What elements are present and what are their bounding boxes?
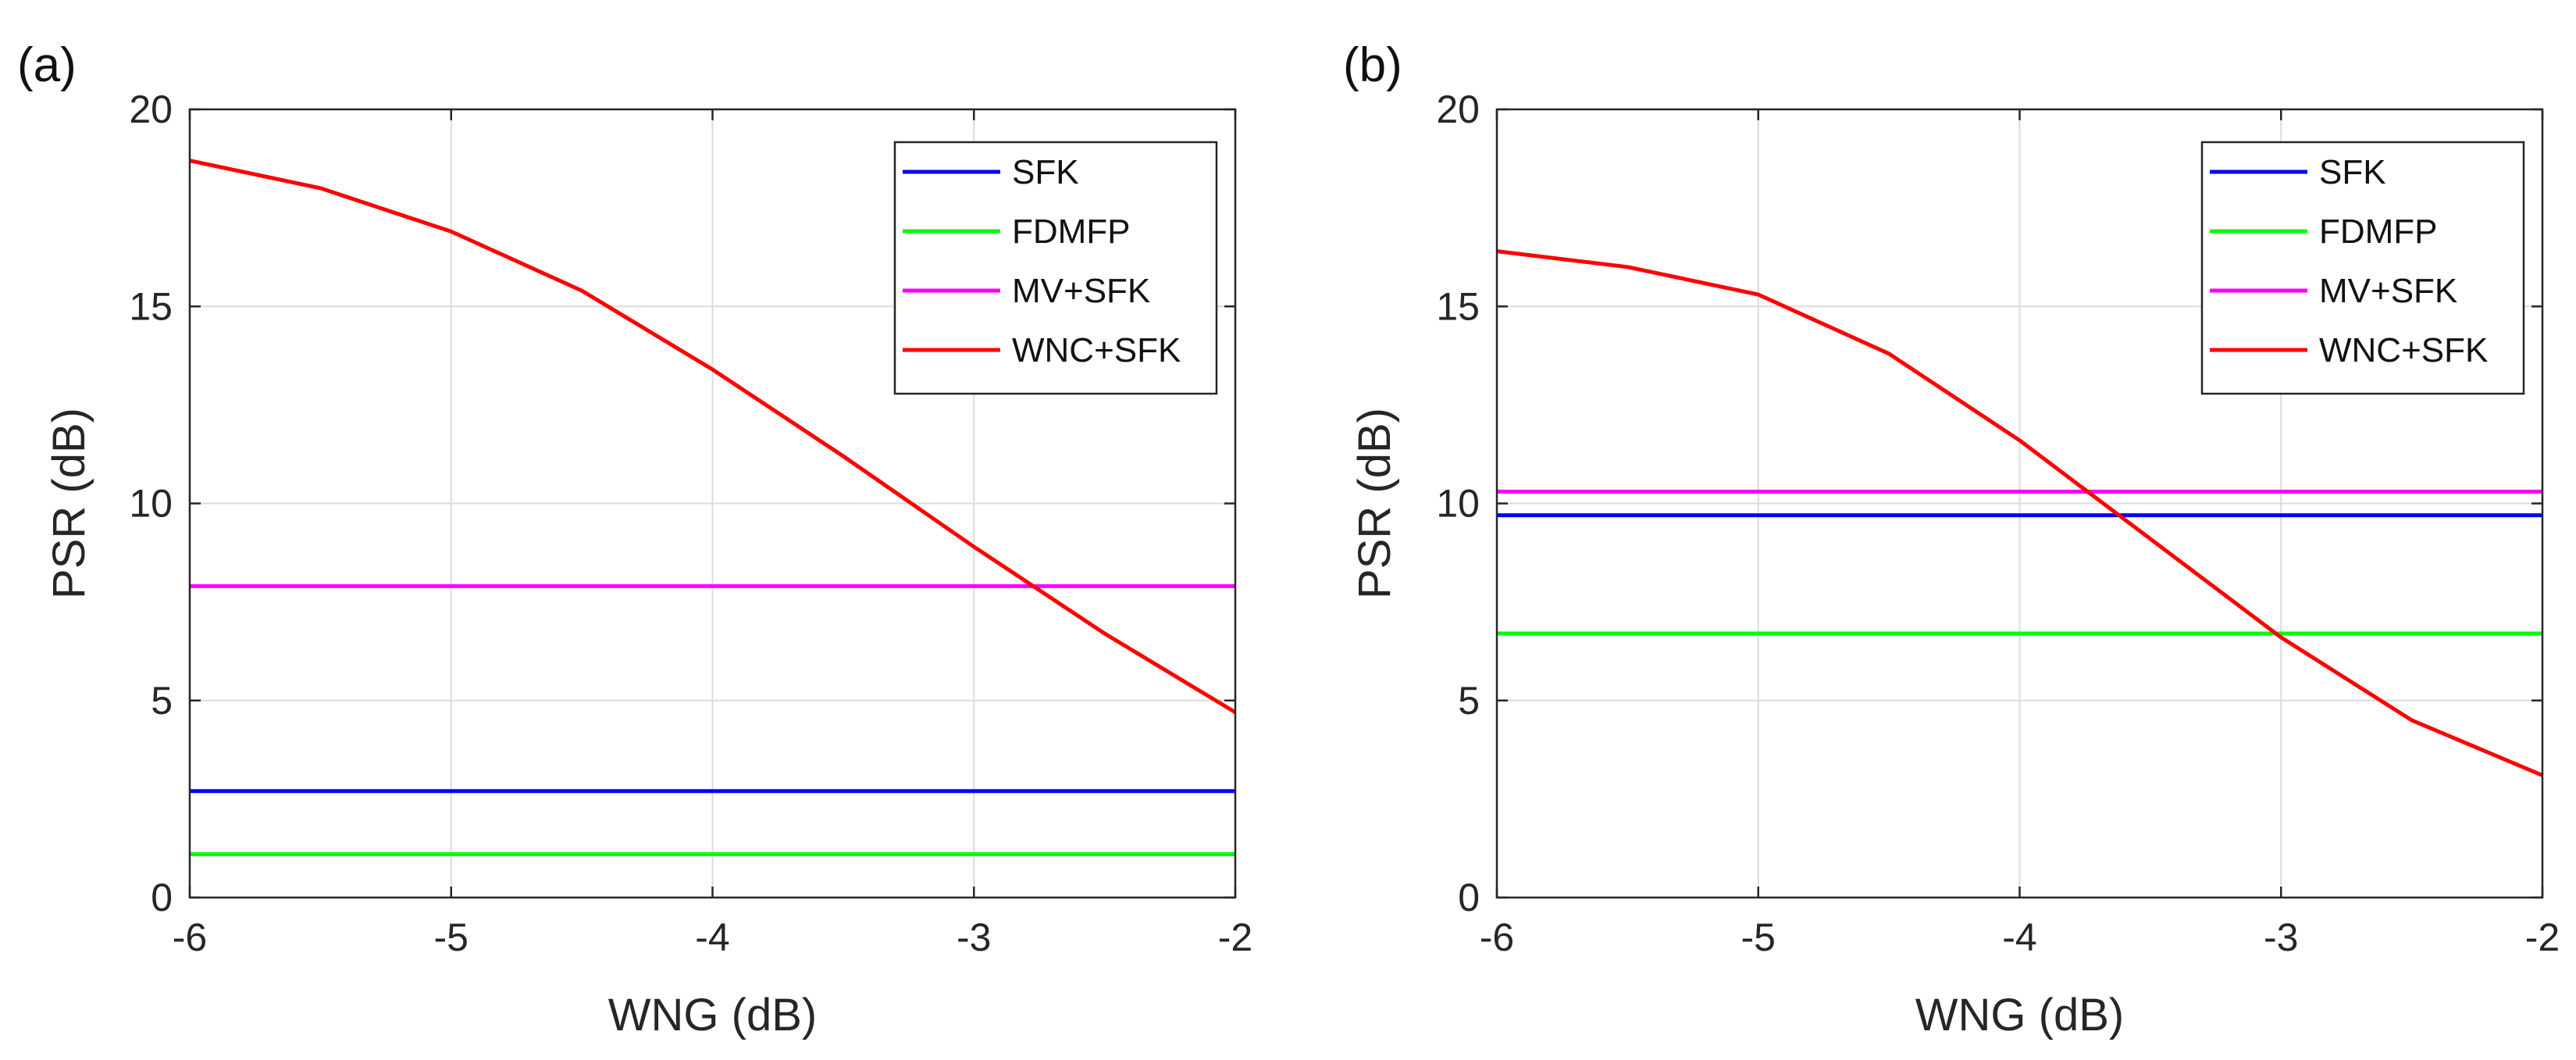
y-tick-label: 10	[1436, 482, 1480, 526]
x-tick-label: -6	[1480, 915, 1514, 959]
series-line-wnc-sfk	[1497, 249, 2542, 777]
legend: SFK FDMFP MV+SFK WNC+SFK	[893, 141, 1218, 395]
x-tick-label: -3	[2264, 915, 2298, 959]
x-tick-label: -2	[1218, 915, 1252, 959]
series-line-wnc-sfk	[190, 159, 1235, 715]
series-group	[1497, 249, 2542, 777]
y-tick-label: 0	[1458, 876, 1480, 919]
y-tick-label: 10	[129, 482, 173, 526]
legend-label: FDMFP	[2319, 212, 2438, 251]
legend-label: WNC+SFK	[1012, 331, 1181, 369]
y-tick-label: 0	[151, 876, 173, 919]
legend: SFK FDMFP MV+SFK WNC+SFK	[2200, 141, 2525, 395]
legend-label: MV+SFK	[2319, 272, 2457, 310]
legend-label: FDMFP	[1012, 212, 1131, 251]
y-axis-label: PSR (dB)	[1349, 408, 1400, 599]
legend-label: MV+SFK	[1012, 272, 1150, 310]
legend-label: SFK	[1012, 153, 1079, 191]
panel-a: (a) -6 -5 -4 -3 -2 0 5 10 15 20 WNG (dB) PSR (dB) SFK…	[17, 38, 1252, 1040]
legend-label: WNC+SFK	[2319, 331, 2488, 369]
y-axis-label: PSR (dB)	[44, 408, 94, 599]
y-tick-label: 20	[129, 87, 173, 131]
x-tick-label: -5	[1741, 915, 1776, 959]
panel-b: (b) -6 -5 -4 -3 -2 0 5 10 15 20 WNG (dB) PSR (dB) SFK…	[1343, 38, 2560, 1040]
x-tick-label: -6	[173, 915, 207, 959]
panel-label: (a)	[17, 38, 77, 92]
y-tick-label: 5	[151, 679, 173, 723]
y-tick-label: 15	[1436, 284, 1480, 328]
x-tick-label: -5	[434, 915, 469, 959]
panel-label: (b)	[1343, 38, 1402, 92]
legend-label: SFK	[2319, 153, 2386, 191]
x-tick-label: -3	[957, 915, 991, 959]
y-tick-label: 15	[129, 284, 173, 328]
x-tick-label: -4	[695, 915, 729, 959]
series-group	[190, 159, 1235, 856]
x-axis-label: WNG (dB)	[1915, 990, 2124, 1040]
y-tick-label: 20	[1436, 87, 1480, 131]
x-tick-label: -2	[2525, 915, 2560, 959]
x-tick-label: -4	[2002, 915, 2036, 959]
y-tick-label: 5	[1458, 679, 1480, 723]
x-axis-label: WNG (dB)	[608, 990, 817, 1040]
